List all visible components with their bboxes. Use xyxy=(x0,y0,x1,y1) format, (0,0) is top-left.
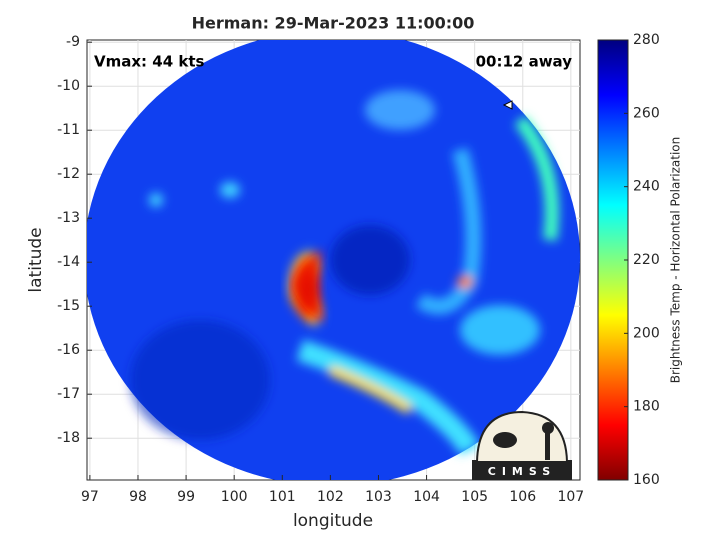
x-tick-label: 99 xyxy=(177,489,195,505)
colorbar-tick-label: 180 xyxy=(633,399,660,415)
chart-title: Herman: 29-Mar-2023 11:00:00 xyxy=(192,14,475,33)
x-axis-label: longitude xyxy=(293,511,373,531)
y-tick-label: -18 xyxy=(57,430,80,446)
x-tick-label: 102 xyxy=(317,489,344,505)
x-tick-label: 100 xyxy=(221,489,248,505)
colorbar-label: Brightness Temp - Horizontal Polarizatio… xyxy=(669,137,683,384)
colorbar-tick-label: 160 xyxy=(633,472,660,488)
x-tick-label: 103 xyxy=(365,489,392,505)
colorbar-tick-label: 240 xyxy=(633,179,660,195)
colorbar-tick-label: 280 xyxy=(633,32,660,48)
y-tick-label: -15 xyxy=(57,298,80,314)
logo: CIMSS xyxy=(472,410,572,480)
y-tick-label: -12 xyxy=(57,166,80,182)
y-tick-label: -11 xyxy=(57,122,80,138)
colorbar-tick-label: 200 xyxy=(633,325,660,341)
colorbar xyxy=(597,39,629,481)
annotation: 00:12 away xyxy=(476,53,573,71)
y-tick-label: -13 xyxy=(57,210,80,226)
position-marker xyxy=(502,100,513,110)
logo-text: CIMSS xyxy=(488,465,556,478)
x-tick-label: 97 xyxy=(81,489,99,505)
x-tick-label: 105 xyxy=(461,489,488,505)
y-tick-label: -10 xyxy=(57,78,80,94)
y-tick-label: -14 xyxy=(57,254,80,270)
y-tick-label: -17 xyxy=(57,386,80,402)
x-tick-label: 101 xyxy=(269,489,296,505)
satellite-image xyxy=(87,40,580,480)
x-tick-label: 107 xyxy=(557,489,584,505)
y-axis-label: latitude xyxy=(26,227,46,292)
x-tick-label: 106 xyxy=(509,489,536,505)
y-tick-label: -9 xyxy=(66,34,80,50)
colorbar-tick-label: 260 xyxy=(633,105,660,121)
x-tick-label: 98 xyxy=(129,489,147,505)
x-tick-label: 104 xyxy=(413,489,440,505)
colorbar-tick-label: 220 xyxy=(633,252,660,268)
annotation: Vmax: 44 kts xyxy=(94,53,204,71)
y-tick-label: -16 xyxy=(57,342,80,358)
